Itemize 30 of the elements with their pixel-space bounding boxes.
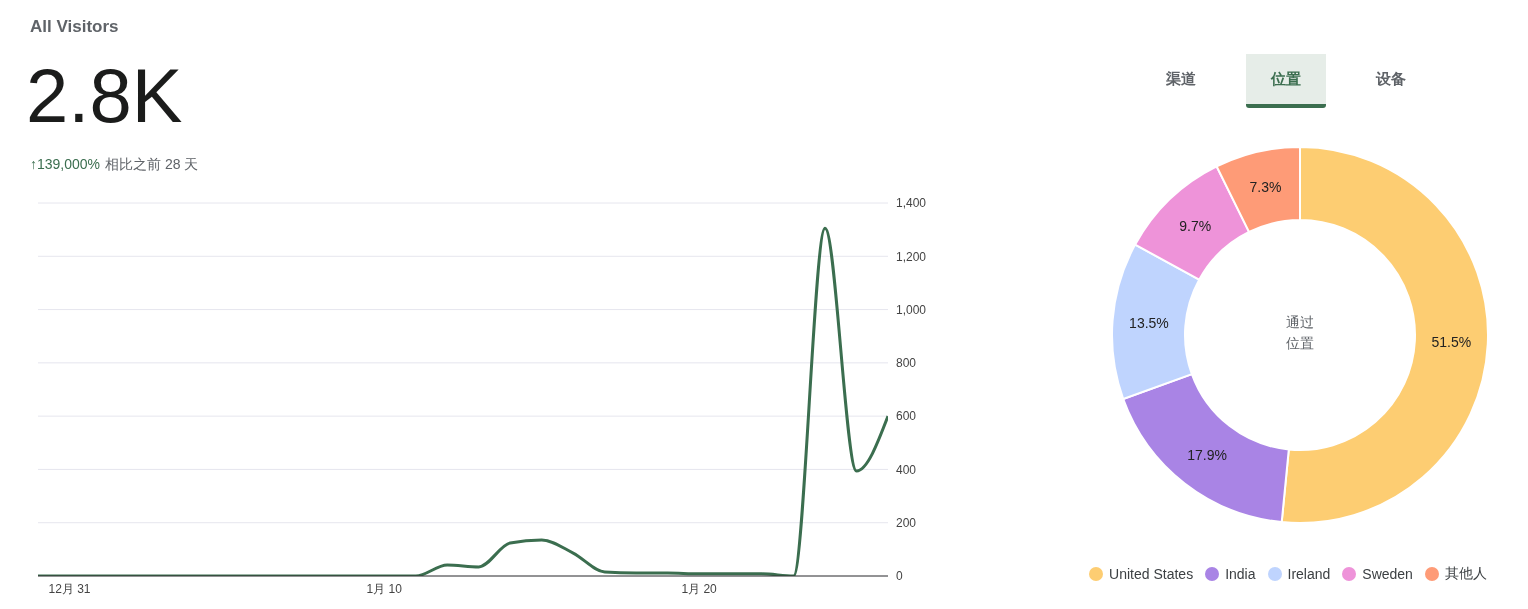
legend-label: India xyxy=(1224,565,1256,583)
y-tick-label: 1,400 xyxy=(896,196,927,211)
data-label: 13.5% xyxy=(1129,315,1169,332)
y-tick-label: 0 xyxy=(896,569,903,584)
text: ↑139,000% xyxy=(30,156,101,172)
legend-label: 其他人 xyxy=(1443,565,1487,583)
data-label: 9.7% xyxy=(1179,217,1212,234)
text: 设备 xyxy=(1374,69,1407,89)
data-label: 17.9% xyxy=(1187,446,1227,463)
legend-label: Sweden xyxy=(1361,565,1413,583)
x-tick-label: 1月 20 xyxy=(681,581,718,596)
y-tick-label: 800 xyxy=(896,356,917,371)
y-tick-label: 1,000 xyxy=(896,302,927,317)
y-tick-label: 400 xyxy=(896,462,917,477)
text: 渠道 xyxy=(1165,69,1197,89)
text: 位置 xyxy=(1285,334,1315,353)
x-tick-label: 12月 31 xyxy=(48,581,91,596)
y-tick-label: 1,200 xyxy=(896,249,927,264)
data-label: 7.3% xyxy=(1249,179,1282,196)
x-tick-label: 1月 10 xyxy=(366,581,403,596)
chart-title: All Visitors xyxy=(30,17,119,37)
chart-subtitle: 2.8K xyxy=(26,53,183,138)
legend-label: Ireland xyxy=(1286,565,1331,583)
y-tick-label: 200 xyxy=(896,515,917,530)
text: 相比之前 28 天 xyxy=(105,156,199,172)
legend-label: United States xyxy=(1108,565,1194,583)
data-label: 51.5% xyxy=(1431,334,1472,351)
y-tick-label: 600 xyxy=(896,409,917,424)
text: 通过 xyxy=(1285,313,1315,332)
text: 位置 xyxy=(1246,54,1326,108)
